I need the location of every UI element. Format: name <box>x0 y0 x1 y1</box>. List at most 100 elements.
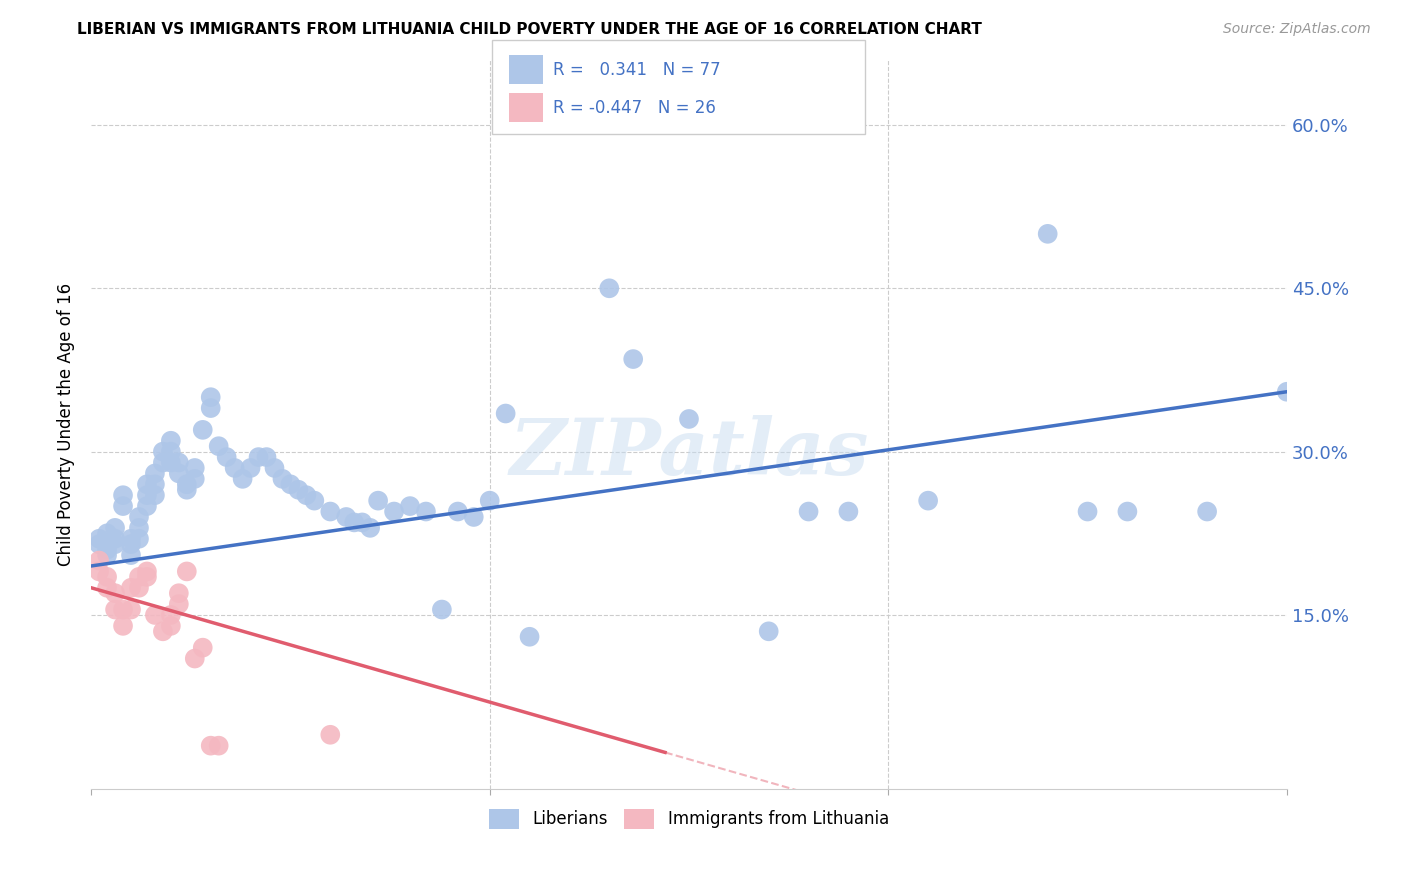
Point <box>104 537 127 551</box>
Text: ZIPatlas: ZIPatlas <box>509 416 869 491</box>
Point <box>112 488 135 502</box>
Point <box>104 602 127 616</box>
Point <box>120 602 142 616</box>
Point <box>447 504 470 518</box>
Point <box>463 510 485 524</box>
Point <box>758 624 780 639</box>
Point <box>104 532 127 546</box>
Point <box>208 739 231 753</box>
Point <box>399 499 422 513</box>
Point <box>176 483 198 497</box>
Point <box>232 472 254 486</box>
Point <box>239 461 262 475</box>
Point <box>136 570 159 584</box>
Point <box>112 499 135 513</box>
Point <box>382 504 405 518</box>
Point <box>917 493 939 508</box>
Point <box>304 493 326 508</box>
Point <box>184 651 207 665</box>
Point <box>478 493 501 508</box>
Point <box>128 521 150 535</box>
Text: LIBERIAN VS IMMIGRANTS FROM LITHUANIA CHILD POVERTY UNDER THE AGE OF 16 CORRELAT: LIBERIAN VS IMMIGRANTS FROM LITHUANIA CH… <box>77 22 983 37</box>
Point <box>160 607 183 622</box>
Point <box>89 537 111 551</box>
Point <box>367 493 389 508</box>
Point <box>215 450 238 464</box>
Point <box>160 444 183 458</box>
Legend: Liberians, Immigrants from Lithuania: Liberians, Immigrants from Lithuania <box>482 802 896 836</box>
Point <box>224 461 246 475</box>
Point <box>1275 384 1298 399</box>
Point <box>208 439 231 453</box>
Point <box>96 542 118 557</box>
Point <box>136 499 159 513</box>
Point <box>104 586 127 600</box>
Point <box>152 624 174 639</box>
Point <box>1197 504 1219 518</box>
Point <box>136 488 159 502</box>
Point <box>136 565 159 579</box>
Point <box>89 565 111 579</box>
Point <box>1036 227 1059 241</box>
Point <box>112 619 135 633</box>
Y-axis label: Child Poverty Under the Age of 16: Child Poverty Under the Age of 16 <box>58 283 75 566</box>
Point <box>160 434 183 448</box>
Point <box>343 516 366 530</box>
Point <box>160 619 183 633</box>
Point <box>143 607 166 622</box>
Text: R = -0.447   N = 26: R = -0.447 N = 26 <box>553 99 716 117</box>
Point <box>200 401 222 415</box>
Point <box>280 477 302 491</box>
Point <box>200 739 222 753</box>
Point <box>1077 504 1099 518</box>
Point <box>191 423 214 437</box>
Point <box>120 548 142 562</box>
Point <box>120 532 142 546</box>
Point <box>495 407 517 421</box>
Point <box>128 510 150 524</box>
Point <box>678 412 700 426</box>
Point <box>184 472 207 486</box>
Point <box>176 565 198 579</box>
Point <box>1116 504 1139 518</box>
Point <box>176 477 198 491</box>
Point <box>167 586 190 600</box>
Point <box>143 477 166 491</box>
Point <box>143 488 166 502</box>
Point <box>96 548 118 562</box>
Point <box>271 472 294 486</box>
Point <box>184 461 207 475</box>
Point <box>319 728 342 742</box>
Point <box>263 461 285 475</box>
Point <box>519 630 541 644</box>
Point <box>89 532 111 546</box>
Point <box>295 488 318 502</box>
Point <box>152 444 174 458</box>
Point <box>191 640 214 655</box>
Point <box>96 581 118 595</box>
Point <box>167 467 190 481</box>
Point <box>136 477 159 491</box>
Point <box>430 602 453 616</box>
Point <box>160 456 183 470</box>
Point <box>96 570 118 584</box>
Point <box>598 281 620 295</box>
Point <box>415 504 437 518</box>
Point <box>112 602 135 616</box>
Point <box>167 456 190 470</box>
Point <box>247 450 270 464</box>
Point <box>352 516 374 530</box>
Point <box>152 456 174 470</box>
Point <box>319 504 342 518</box>
Point <box>359 521 381 535</box>
Text: R =   0.341   N = 77: R = 0.341 N = 77 <box>553 61 720 79</box>
Point <box>574 96 596 111</box>
Text: Source: ZipAtlas.com: Source: ZipAtlas.com <box>1223 22 1371 37</box>
Point <box>96 526 118 541</box>
Point <box>287 483 309 497</box>
Point <box>89 553 111 567</box>
Point <box>797 504 820 518</box>
Point <box>120 537 142 551</box>
Point <box>256 450 278 464</box>
Point <box>167 597 190 611</box>
